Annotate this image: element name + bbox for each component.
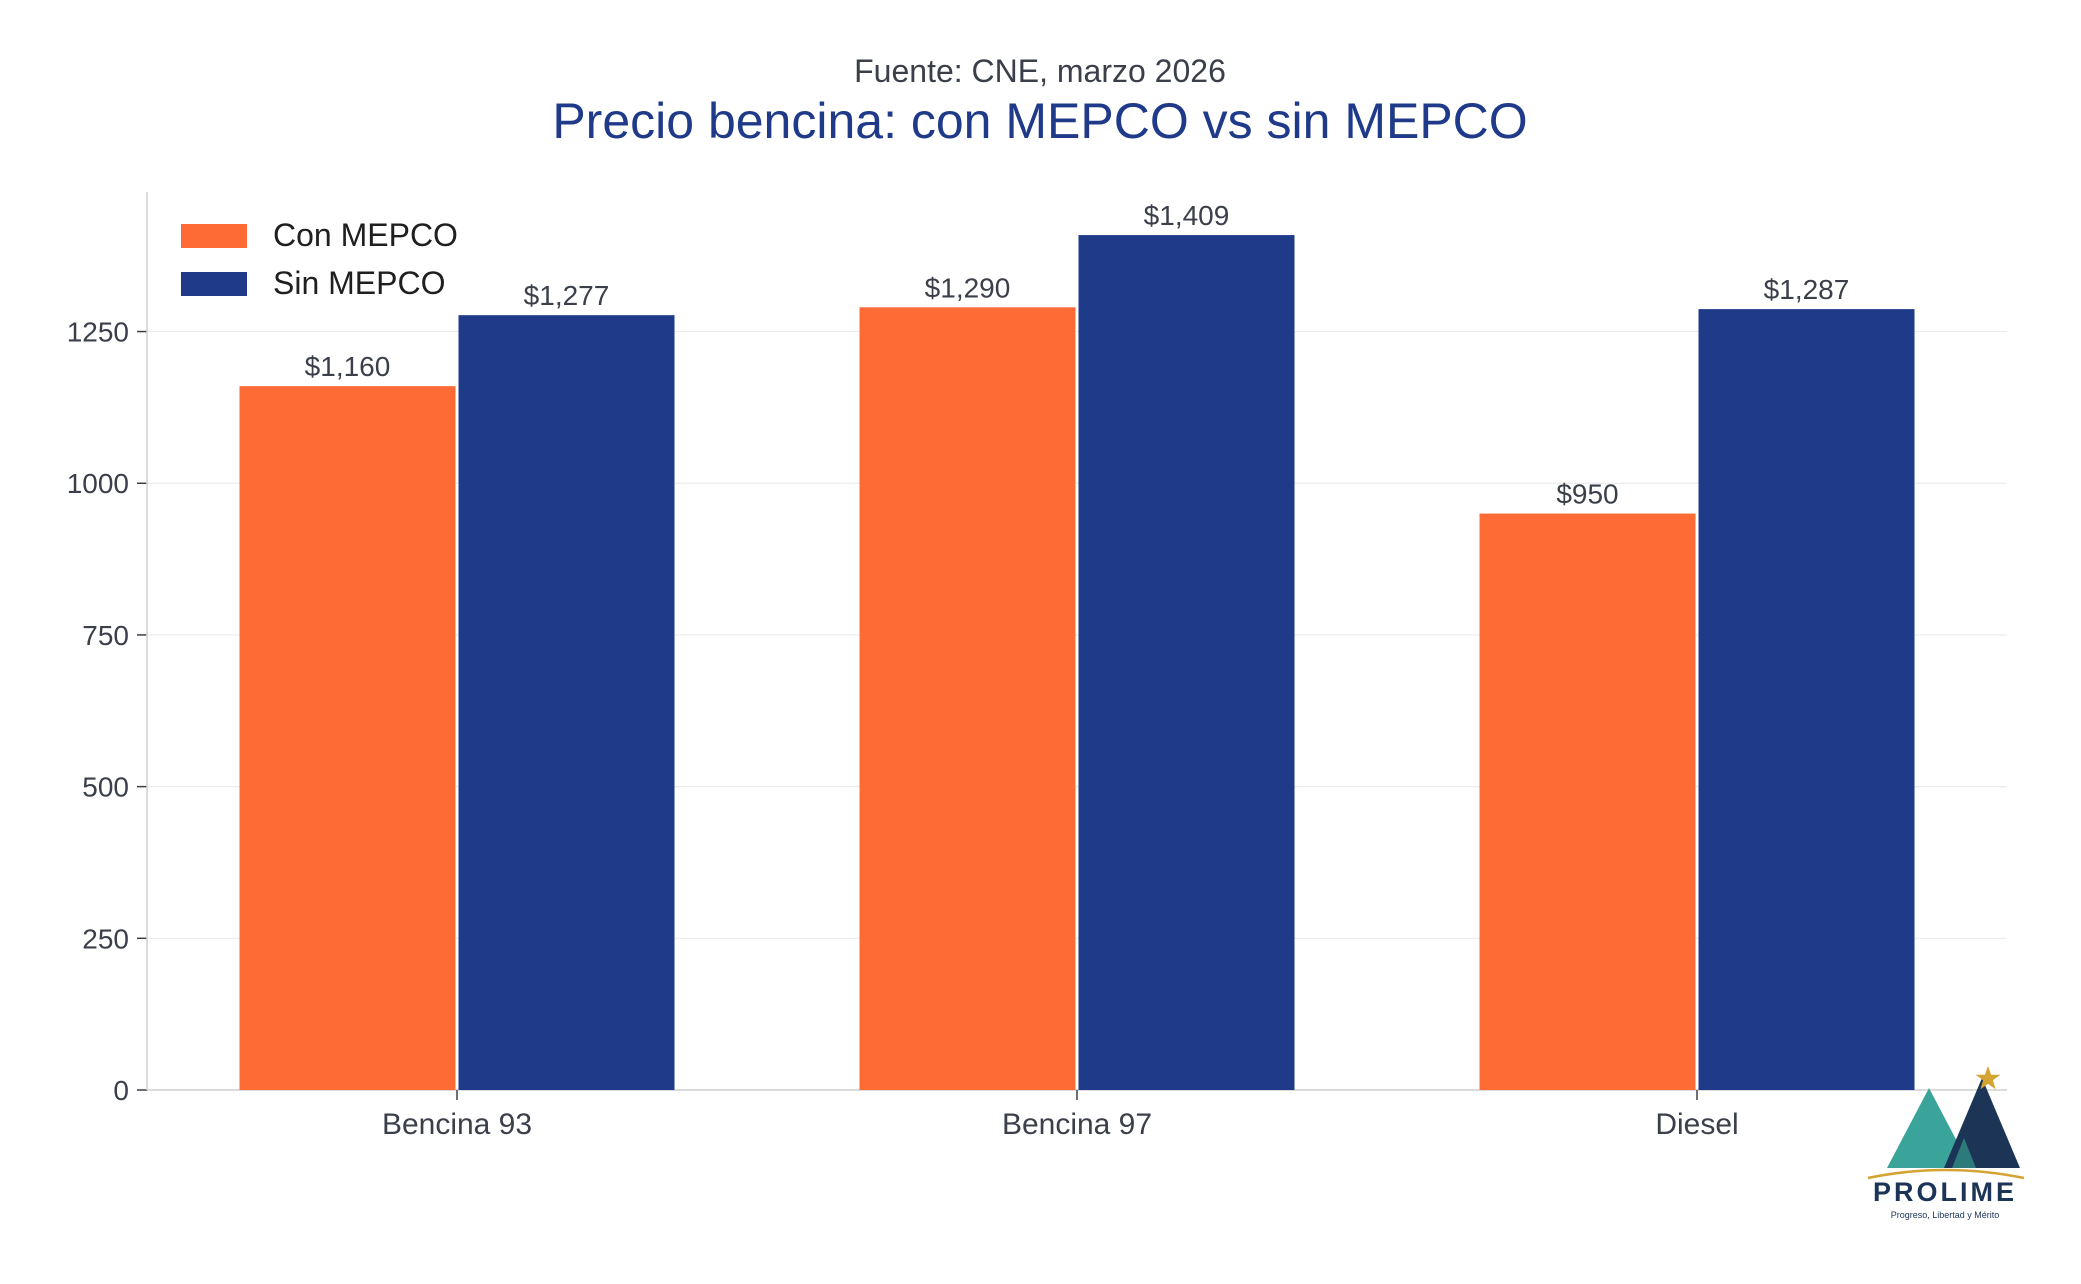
chart-subtitle: Fuente: CNE, marzo 2026 xyxy=(854,53,1226,89)
legend-swatch-sin-mepco xyxy=(181,272,247,296)
legend-label-con-mepco: Con MEPCO xyxy=(273,217,458,253)
value-label-sin-mepco: $1,277 xyxy=(524,280,610,311)
bars xyxy=(239,235,1915,1091)
axes: 0 250 500 750 1000 1250 Bencina 93 Bencina 97 Di… xyxy=(67,192,2007,1141)
logo-name: PROLIME xyxy=(1873,1177,2017,1207)
logo-swoosh xyxy=(1867,1168,2025,1180)
logo-mountain-navy xyxy=(1944,1078,2020,1168)
logo-tagline: Progreso, Libertad y Mérito xyxy=(1891,1210,2000,1220)
gridlines xyxy=(147,330,2007,939)
chart-title: Precio bencina: con MEPCO vs sin MEPCO xyxy=(552,93,1527,149)
bar-con-mepco xyxy=(239,386,456,1090)
y-tick-label: 1000 xyxy=(67,468,129,499)
value-labels: $1,160 $1,277 $1,290 $1,409 $950 $1,287 xyxy=(305,200,1850,510)
value-label-con-mepco: $950 xyxy=(1556,479,1618,510)
prolime-logo: PROLIME Progreso, Libertad y Mérito xyxy=(1867,1066,2025,1220)
x-tick-label: Diesel xyxy=(1655,1108,1738,1141)
legend-label-sin-mepco: Sin MEPCO xyxy=(273,265,445,301)
y-tick-label: 750 xyxy=(82,620,129,651)
bar-con-mepco xyxy=(859,307,1076,1090)
y-tick-label: 0 xyxy=(113,1075,129,1106)
value-label-con-mepco: $1,160 xyxy=(305,351,391,382)
x-tick-label: Bencina 97 xyxy=(1002,1108,1152,1141)
y-tick-label: 500 xyxy=(82,772,129,803)
value-label-con-mepco: $1,290 xyxy=(925,272,1011,303)
x-tick-label: Bencina 93 xyxy=(382,1108,532,1141)
bar-sin-mepco xyxy=(458,315,675,1090)
bar-con-mepco xyxy=(1479,513,1696,1090)
bar-sin-mepco xyxy=(1698,309,1915,1090)
logo-star-icon xyxy=(1975,1066,2001,1090)
y-tick-label: 250 xyxy=(82,923,129,954)
y-tick-label: 1250 xyxy=(67,317,129,348)
logo-mountain-overlap xyxy=(1952,1138,1976,1168)
value-label-sin-mepco: $1,409 xyxy=(1144,200,1230,231)
value-label-sin-mepco: $1,287 xyxy=(1764,274,1850,305)
logo-mountain-teal xyxy=(1887,1088,1971,1168)
legend-swatch-con-mepco xyxy=(181,224,247,248)
legend: Con MEPCO Sin MEPCO xyxy=(181,217,458,301)
bar-sin-mepco xyxy=(1078,235,1295,1091)
